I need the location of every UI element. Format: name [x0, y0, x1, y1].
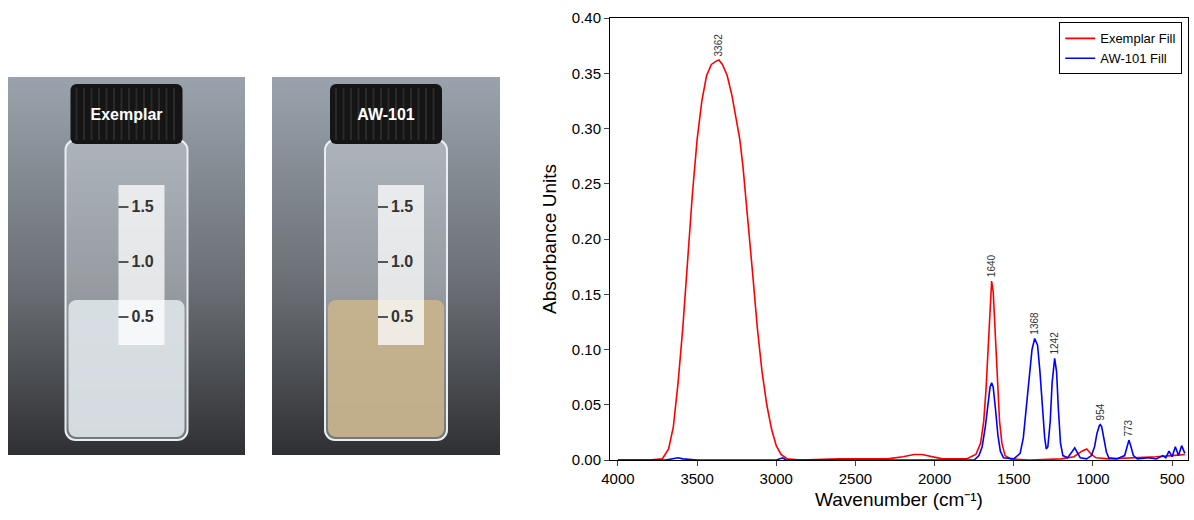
svg-text:Exemplar Fill: Exemplar Fill: [1100, 31, 1175, 46]
svg-text:Absorbance Units: Absorbance Units: [539, 164, 560, 314]
svg-text:1640: 1640: [986, 254, 997, 277]
svg-text:2500: 2500: [839, 470, 872, 487]
svg-text:0.05: 0.05: [572, 396, 601, 413]
svg-text:1.5: 1.5: [391, 198, 413, 215]
svg-text:4000: 4000: [601, 470, 634, 487]
svg-text:1.0: 1.0: [132, 253, 154, 270]
svg-text:Exemplar: Exemplar: [90, 106, 162, 123]
svg-text:0.00: 0.00: [572, 451, 601, 468]
svg-text:500: 500: [1160, 470, 1185, 487]
svg-text:0.20: 0.20: [572, 230, 601, 247]
svg-text:3362: 3362: [713, 34, 724, 57]
svg-text:0.15: 0.15: [572, 286, 601, 303]
svg-text:1.0: 1.0: [391, 253, 413, 270]
svg-text:954: 954: [1095, 403, 1106, 420]
svg-text:3000: 3000: [760, 470, 793, 487]
svg-text:0.5: 0.5: [132, 308, 154, 325]
svg-text:0.35: 0.35: [572, 65, 601, 82]
svg-text:AW-101: AW-101: [357, 106, 415, 123]
svg-text:AW-101 Fill: AW-101 Fill: [1100, 51, 1167, 66]
svg-text:1.5: 1.5: [132, 198, 154, 215]
svg-text:0.30: 0.30: [572, 120, 601, 137]
svg-text:Wavenumber (cm⁻¹): Wavenumber (cm⁻¹): [815, 489, 983, 510]
svg-text:773: 773: [1123, 419, 1134, 436]
svg-text:1242: 1242: [1049, 332, 1060, 355]
svg-text:1368: 1368: [1029, 312, 1040, 335]
svg-text:3500: 3500: [680, 470, 713, 487]
svg-text:0.40: 0.40: [572, 9, 601, 26]
svg-text:0.25: 0.25: [572, 175, 601, 192]
svg-text:1000: 1000: [1076, 470, 1109, 487]
svg-text:0.5: 0.5: [391, 308, 413, 325]
svg-text:1500: 1500: [997, 470, 1030, 487]
svg-text:2000: 2000: [918, 470, 951, 487]
svg-text:0.10: 0.10: [572, 341, 601, 358]
